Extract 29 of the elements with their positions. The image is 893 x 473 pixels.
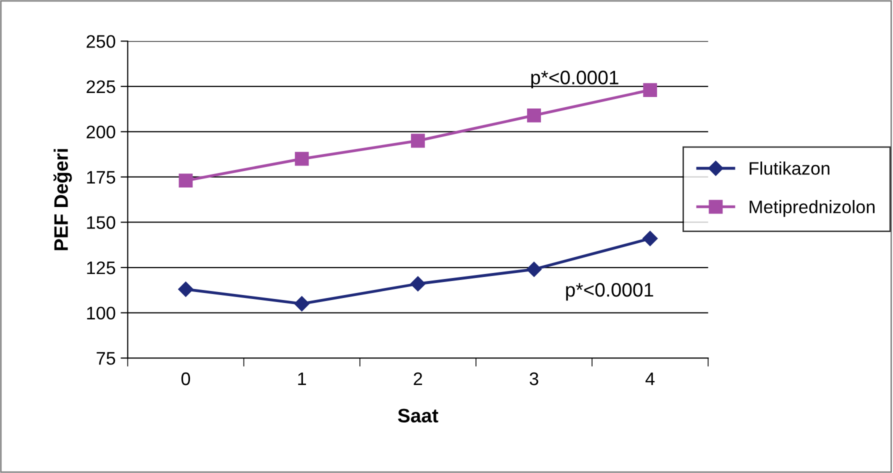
- point: [643, 83, 658, 97]
- y-tick-label: 150: [87, 216, 116, 229]
- point: [642, 230, 658, 246]
- point: [410, 276, 426, 292]
- point: [294, 152, 309, 166]
- legend-label: Metiprednizolon: [750, 200, 875, 217]
- point: [527, 108, 541, 122]
- x-axis-title: Saat: [398, 408, 438, 423]
- y-tick-label: 75: [96, 352, 116, 365]
- point: [178, 174, 193, 188]
- y-tick-label: 125: [87, 261, 116, 274]
- x-tick-label: 4: [646, 372, 655, 386]
- y-tick-label: 225: [86, 80, 116, 94]
- point: [178, 282, 194, 297]
- y-tick-label: 100: [87, 306, 116, 320]
- y-tick-label: 200: [86, 126, 116, 138]
- annotation: p*<0.0001: [531, 70, 618, 88]
- point: [294, 296, 310, 312]
- y-tick-label: 250: [86, 35, 116, 48]
- point: [410, 134, 425, 148]
- x-tick-label: 0: [181, 372, 190, 386]
- point: [526, 262, 542, 277]
- x-tick-label: 2: [414, 372, 422, 386]
- legend-label: Flutikazon: [750, 162, 830, 175]
- annotation: p*<0.0001: [566, 282, 654, 301]
- y-tick-label: 175: [87, 171, 116, 184]
- x-tick-label: 1: [298, 372, 306, 386]
- x-tick-label: 3: [530, 372, 538, 386]
- y-axis-title: PEF Değeri: [53, 149, 72, 250]
